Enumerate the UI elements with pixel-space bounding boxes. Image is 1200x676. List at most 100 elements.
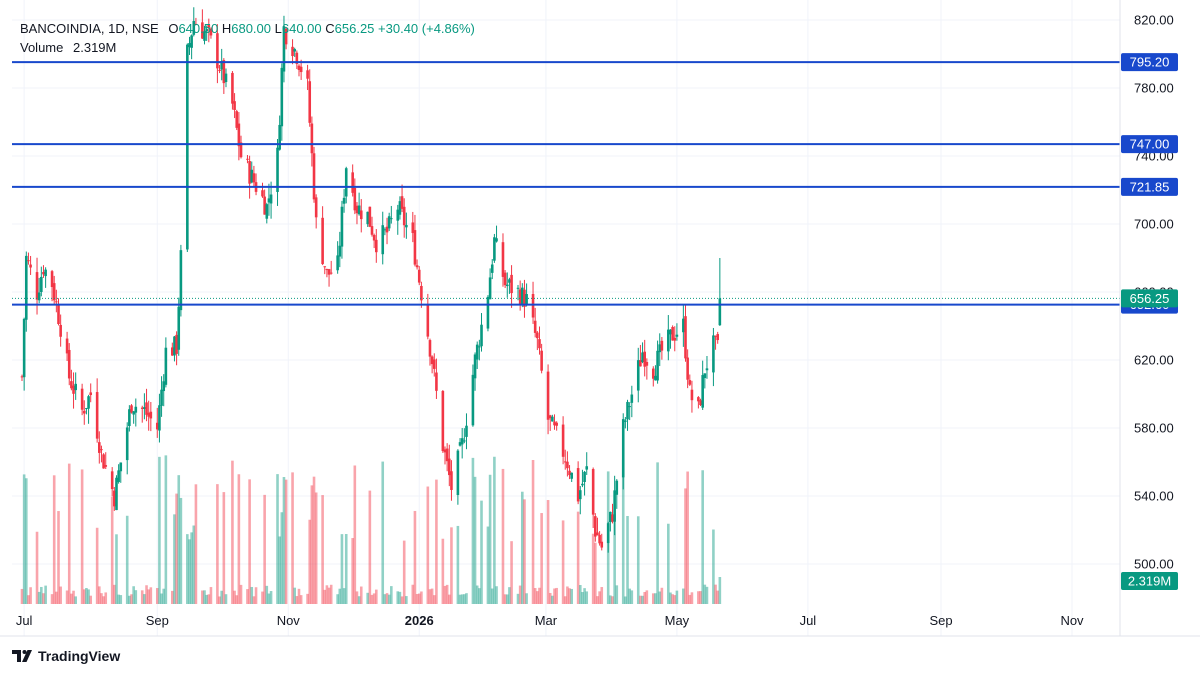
candle-body [190,35,193,48]
volume-bar [383,594,387,604]
volume-bar [310,485,314,604]
volume-bar [327,587,331,604]
volume-bar [390,586,393,604]
candle-body [55,301,58,303]
candle-body [239,142,243,158]
volume-bar [20,588,24,604]
candle-body [684,316,687,359]
volume-bar [128,595,131,604]
volume-bar [591,533,595,604]
volume-bar [609,595,612,604]
volume-bar [299,595,303,604]
volume-bar [342,588,346,604]
candle-body [291,46,294,57]
volume-bar [493,456,496,604]
volume-bar [147,589,150,604]
candle-body [162,381,166,392]
volume-bar [372,593,376,604]
candle-body [85,408,88,410]
candle-body [686,357,689,380]
volume-bar [329,584,333,604]
volume-bar [134,590,138,604]
volume-bar [306,593,309,604]
candle-body [566,461,569,469]
volume-bar [684,488,687,604]
volume-bar [645,590,649,604]
candle-body [235,111,239,128]
symbol-title[interactable]: BANCOINDIA, 1D, NSE [20,21,159,36]
close-label: C [325,21,335,36]
candle-body [600,541,604,548]
volume-bar [216,484,219,604]
volume-bar [190,532,193,604]
volume-bar [463,594,466,604]
candle-body [100,449,103,451]
x-tick-label: Sep [146,613,169,628]
level-price-tag [1121,53,1178,72]
candle-body [231,72,234,104]
candle-body [357,205,361,215]
y-tick-label: 620.00 [1134,353,1174,368]
volume-bar [125,515,129,604]
volume-bar [551,595,554,604]
volume-bar [104,592,108,604]
candle-body [387,216,391,229]
volume-bar [501,468,505,604]
candle-body [366,211,370,225]
candle-body [70,381,73,389]
candle-body [660,340,664,351]
candle-body [44,269,47,277]
candle-body [59,324,62,337]
candle-body [381,225,385,255]
candle-body [115,477,118,511]
level-price-label: 721.85 [1130,179,1170,194]
volume-bar [119,595,123,604]
candle-body [117,470,120,482]
candle-body [450,471,453,490]
candle-body [645,361,649,366]
volume-bar [89,595,93,604]
candle-body [443,449,447,453]
candle-body [246,158,249,160]
tradingview-brand[interactable]: TradingView [12,648,120,664]
volume-bar [398,591,402,604]
volume-bar [435,479,438,604]
time-axis[interactable]: Jul Sep Nov 2026 Mar May Jul Sep Nov [16,613,1084,628]
horizontal-levels[interactable] [12,61,1120,306]
volume-bar [209,587,213,604]
open-label: O [168,21,179,36]
candle-body [340,206,344,247]
candle-body [398,201,402,215]
candle-body [697,397,700,402]
candle-body [113,490,116,507]
candle-body [29,264,32,268]
volume-bar [458,594,462,604]
candle-body [27,260,30,262]
volume-bar [521,491,524,604]
volume-legend[interactable]: Volume 2.319M [20,40,116,56]
volume-bar [598,591,601,604]
volume-bar [585,591,589,604]
volume-bar [117,594,120,604]
candle-body [52,283,56,301]
candle-body [267,198,271,203]
candle-body [128,409,131,427]
symbol-header[interactable]: BANCOINDIA, 1D, NSE O640.50 H680.00 L640… [20,21,475,37]
candle-body [102,454,105,469]
candle-body [24,255,28,320]
candle-body [585,466,589,470]
volume-bar [293,587,296,604]
volume-bar [518,585,522,604]
candle-body [441,391,445,451]
candle-body [445,448,449,462]
volume-bar [546,500,550,604]
volume-bar [110,496,114,604]
volume-bar [374,589,378,604]
candle-body [578,490,582,500]
volume-bar [688,594,692,604]
candle-body [321,217,324,265]
volume-bar [263,494,266,604]
volume-bar [445,584,449,604]
volume-bar [643,592,646,604]
